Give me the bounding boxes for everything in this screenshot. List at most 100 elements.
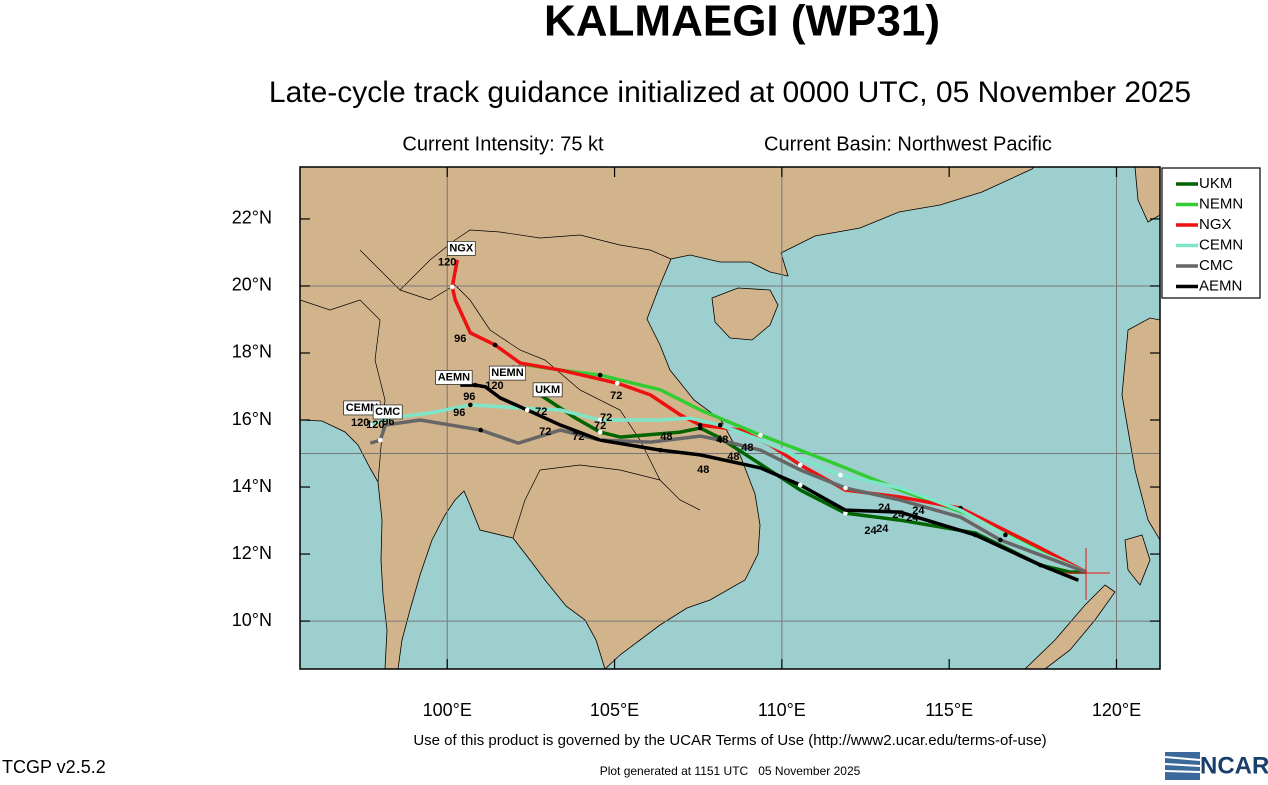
track-point xyxy=(843,485,848,491)
ncar-logo: NCAR xyxy=(1164,752,1268,780)
track-point xyxy=(758,432,763,438)
track-point xyxy=(524,407,530,413)
track-point xyxy=(658,447,663,453)
track-point xyxy=(378,437,383,443)
hour-label: 96 xyxy=(463,391,475,403)
track-point xyxy=(614,380,620,386)
hour-label: 48 xyxy=(716,434,728,446)
track-point xyxy=(972,532,978,538)
hour-label: 72 xyxy=(600,412,612,424)
hour-label: 72 xyxy=(610,390,622,402)
track-point xyxy=(468,402,473,408)
legend-label: NGX xyxy=(1199,216,1232,233)
subtitle: Late-cycle track guidance initialized at… xyxy=(269,76,1191,109)
title: KALMAEGI (WP31) xyxy=(544,0,940,46)
track-tag-box xyxy=(372,404,403,420)
legend-label: AEMN xyxy=(1199,277,1242,294)
hour-label: 24 xyxy=(876,523,889,535)
y-tick-label: 16°N xyxy=(232,409,272,429)
logo-stripes xyxy=(1164,756,1201,773)
legend-label: CMC xyxy=(1199,257,1233,274)
track-tag-label: AEMN xyxy=(438,371,470,383)
legend-box xyxy=(1161,167,1261,299)
border xyxy=(300,299,386,483)
track-point xyxy=(449,284,455,290)
track-line xyxy=(460,383,1079,582)
current-intensity: Current Intensity: 75 kt xyxy=(402,133,604,155)
legend-label: NEMN xyxy=(1199,195,1243,212)
y-tick-label: 14°N xyxy=(232,476,272,496)
track-tag-label: CMC xyxy=(375,406,400,418)
track-point xyxy=(797,482,803,488)
hour-label: 72 xyxy=(594,420,606,432)
track-point xyxy=(597,372,603,378)
y-tick-label: 10°N xyxy=(232,610,272,630)
hour-label: 96 xyxy=(454,333,466,345)
terms-of-use: Use of this product is governed by the U… xyxy=(413,732,1046,749)
border xyxy=(454,229,672,260)
track-point xyxy=(838,472,843,478)
version: TCGP v2.5.2 xyxy=(2,757,106,777)
track-point xyxy=(998,537,1003,543)
y-tick-label: 20°N xyxy=(232,275,272,295)
track-tag-box xyxy=(435,370,473,385)
hour-label: 72 xyxy=(535,406,547,418)
track-tag: CMC xyxy=(372,404,403,420)
track-point xyxy=(697,422,703,428)
border xyxy=(512,464,661,539)
map-frame xyxy=(299,166,1161,670)
current-basin: Current Basin: Northwest Pacific xyxy=(764,133,1052,155)
legend-label: UKM xyxy=(1199,175,1232,192)
track-point xyxy=(717,437,723,443)
hour-label: 48 xyxy=(741,442,753,454)
track-line xyxy=(369,418,1087,574)
legend: UKM NEMN NGX CEMN CMC AEMN xyxy=(1161,167,1261,299)
land-mindoro xyxy=(1124,534,1151,586)
track-point xyxy=(367,422,373,428)
hour-label: 48 xyxy=(727,451,739,463)
track-tag: AEMN xyxy=(435,370,473,385)
track-line xyxy=(450,259,1088,574)
hour-label: 48 xyxy=(660,431,672,443)
x-tick-label: 110°E xyxy=(758,700,806,720)
track-tag-box xyxy=(447,241,476,256)
logo-text: NCAR xyxy=(1200,752,1268,779)
track-tag-box xyxy=(532,382,563,398)
track-tag-label: NGX xyxy=(449,242,474,254)
land-hainan xyxy=(711,287,779,341)
axis-ticks: 100°E 105°E 110°E 115°E 120°E 10°N 12°N 14°N 16°… xyxy=(232,167,1160,720)
track-point xyxy=(492,342,498,348)
tracks xyxy=(367,259,1088,582)
track-point xyxy=(473,382,478,388)
hour-label: 120 xyxy=(438,257,456,269)
hour-label: 72 xyxy=(572,431,584,443)
y-tick-label: 18°N xyxy=(232,342,272,362)
track-point xyxy=(797,462,803,468)
track-tag: UKM xyxy=(532,382,563,398)
land-luzon xyxy=(1121,317,1160,541)
track-point xyxy=(478,427,484,433)
track-tag: CEMN xyxy=(343,400,381,416)
y-tick-label: 12°N xyxy=(232,543,272,563)
track-tag-label: CEMN xyxy=(346,402,378,414)
track-point xyxy=(597,417,603,423)
land-palawan xyxy=(1024,584,1116,669)
hour-label: 48 xyxy=(697,464,709,476)
track-line xyxy=(369,403,1088,574)
track-tag: NEMN xyxy=(488,365,526,381)
hour-label: 24 xyxy=(892,509,905,521)
track-point xyxy=(843,510,848,516)
hour-label: 120 xyxy=(351,417,369,429)
hour-label: 96 xyxy=(453,407,465,419)
x-tick-label: 115°E xyxy=(925,700,973,720)
hour-label: 24 xyxy=(906,512,919,524)
track-point xyxy=(717,422,723,428)
track-tag-label: UKM xyxy=(535,384,560,396)
hour-label: 24 xyxy=(912,505,925,517)
track-point xyxy=(597,429,603,435)
borders xyxy=(300,229,701,539)
